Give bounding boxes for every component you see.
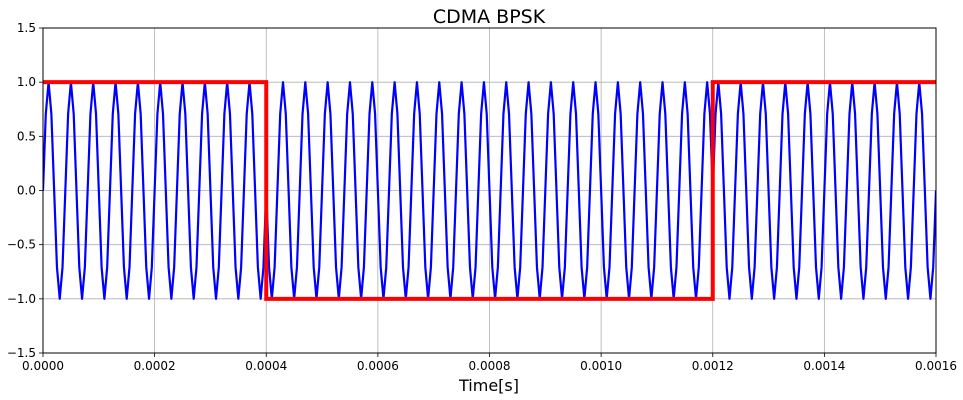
x-tick-label: 0.0014 bbox=[803, 359, 845, 373]
x-tick-label: 0.0016 bbox=[915, 359, 957, 373]
y-tick-label: 0.0 bbox=[17, 184, 36, 198]
x-tick-label: 0.0000 bbox=[22, 359, 64, 373]
y-tick-label: 0.5 bbox=[17, 129, 36, 143]
series-bpsk-carrier bbox=[43, 81, 936, 300]
x-tick-label: 0.0006 bbox=[357, 359, 399, 373]
x-tick-label: 0.0004 bbox=[245, 359, 287, 373]
y-tick-label: −1.0 bbox=[7, 292, 36, 306]
chart-title: CDMA BPSK bbox=[433, 6, 546, 28]
axes-ticks: 0.0000 0.0002 0.0004 0.0006 0.0008 0.0010 0.00… bbox=[7, 21, 957, 373]
x-axis-label: Time[s] bbox=[458, 376, 519, 395]
series-data-signal bbox=[43, 80, 936, 301]
x-tick-label: 0.0010 bbox=[580, 359, 622, 373]
plot-area bbox=[43, 80, 936, 301]
y-tick-label: −1.5 bbox=[7, 346, 36, 360]
y-tick-label: 1.0 bbox=[17, 75, 36, 89]
x-tick-label: 0.0008 bbox=[469, 359, 511, 373]
x-tick-label: 0.0002 bbox=[134, 359, 176, 373]
x-tick-label: 0.0012 bbox=[692, 359, 734, 373]
y-tick-label: 1.5 bbox=[17, 21, 36, 35]
y-tick-label: −0.5 bbox=[7, 238, 36, 252]
